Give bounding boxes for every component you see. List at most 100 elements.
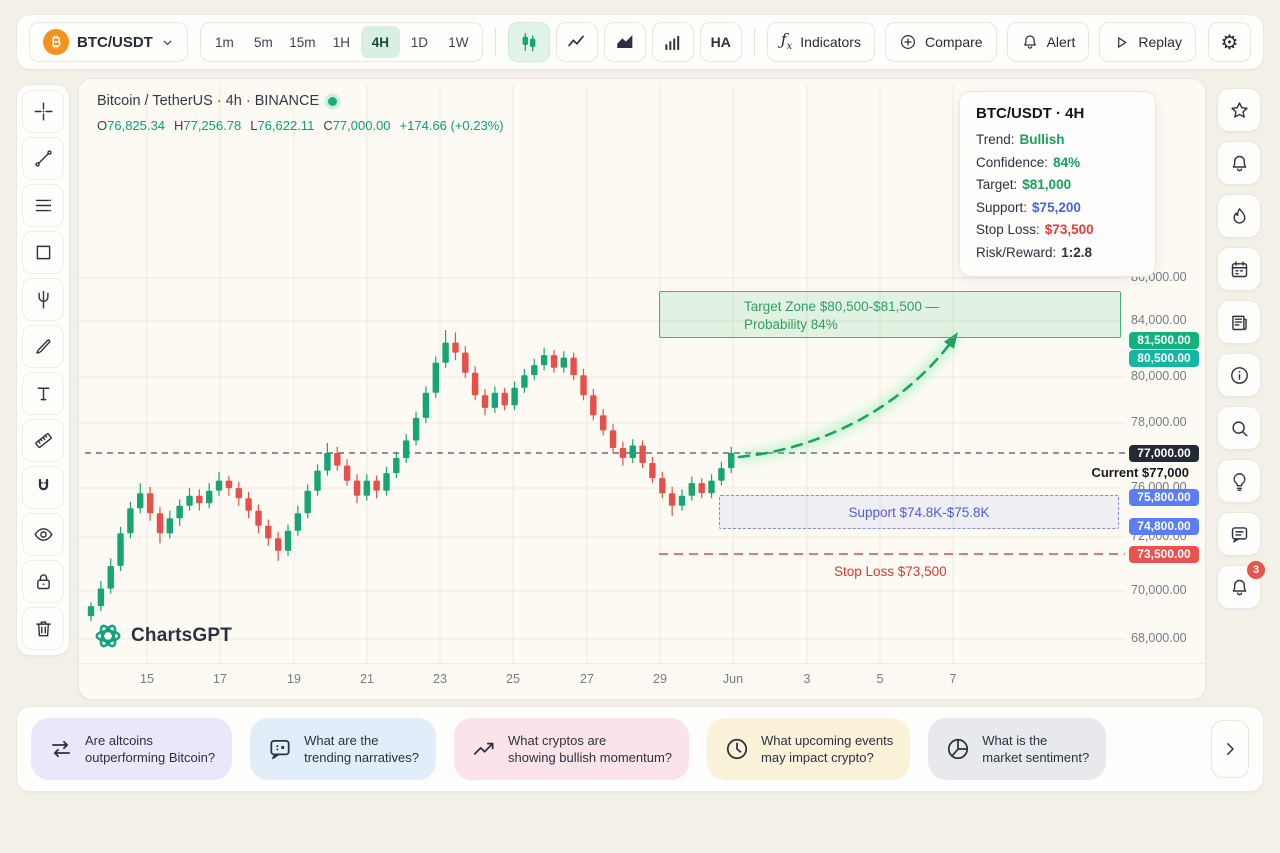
line-chart-icon [566,32,587,53]
lightbulb-icon [1229,471,1250,492]
magnet-tool-button[interactable] [22,466,64,509]
support-zone-label: Support $74.8K-$75.8K [848,504,990,520]
price-tick: 78,000.00 [1131,415,1187,429]
chart-panel: Bitcoin / TetherUS · 4h · BINANCE O76,82… [78,78,1206,700]
text-icon [33,383,54,404]
divider [494,28,496,56]
calendar-icon [1229,259,1250,280]
suggestion-chip-pie-chart[interactable]: What is the market sentiment? [928,718,1107,780]
chart-type-heikin-ashi[interactable]: HA [699,22,742,62]
timeframe-1W[interactable]: 1W [439,26,478,58]
chart-type-bars[interactable] [651,22,694,62]
crosshair-tool-button[interactable] [22,90,64,133]
change-value: +174.66 (+0.23%) [399,118,504,133]
play-icon [1113,34,1130,51]
legend-title: Bitcoin / TetherUS · 4h · BINANCE [97,93,513,109]
timeframe-1D[interactable]: 1D [400,26,439,58]
analysis-row: Target: $81,000 [976,177,1072,192]
area-chart-icon [614,31,636,53]
indicators-button[interactable]: ƒx Indicators [766,22,875,62]
text-tool-button[interactable] [22,372,64,415]
price-tick: 68,000.00 [1131,631,1187,645]
chart-legend: Bitcoin / TetherUS · 4h · BINANCE O76,82… [97,93,513,133]
next-suggestions-button[interactable] [1211,720,1249,778]
time-axis[interactable]: 15 17 19 21 23 25 27 29 Jun 3 5 7 [79,664,1205,699]
chat-sidebar-button[interactable] [1217,512,1261,556]
suggestion-chip-chat-bubble[interactable]: What are the trending narratives? [250,718,436,780]
time-tick: 3 [803,672,811,686]
analysis-title: BTC/USDT · 4H [976,105,1085,122]
time-tick: 17 [213,672,227,686]
chat-bubble-icon [267,736,293,762]
search-sidebar-button[interactable] [1217,406,1261,450]
news-icon [1229,312,1250,333]
projection-arrow [737,335,957,459]
lock-tool-button[interactable] [22,560,64,603]
timeframe-4H[interactable]: 4H [360,26,400,58]
suggestion-text: What upcoming events may impact crypto? [761,733,894,765]
rectangle-tool-button[interactable] [22,231,64,274]
search-icon [1229,418,1250,439]
plus-circle-icon [899,33,917,51]
lock-icon [33,571,54,592]
price-tick: 84,000.00 [1131,313,1187,327]
suggestion-chip-clock[interactable]: What upcoming events may impact crypto? [707,718,911,780]
bell-icon [1229,153,1250,174]
chevron-right-icon [1221,740,1239,758]
stop-loss-label: Stop Loss $73,500 [834,564,947,579]
timeframe-1H[interactable]: 1H [322,26,361,58]
clock-icon [724,736,750,762]
info-sidebar-button[interactable] [1217,353,1261,397]
settings-button[interactable]: ⚙ [1207,22,1252,62]
support-zone-drawing[interactable]: Support $74.8K-$75.8K [719,495,1119,529]
chart-type-line[interactable] [555,22,598,62]
fib-retracement-tool-button[interactable] [22,184,64,227]
alert-button[interactable]: Alert [1006,22,1090,62]
compare-button[interactable]: Compare [884,22,997,62]
timeframe-1m[interactable]: 1m [205,26,244,58]
lightbulb-sidebar-button[interactable] [1217,459,1261,503]
rectangle-icon [33,242,54,263]
chart-type-candles[interactable] [507,22,550,62]
info-icon [1229,365,1250,386]
chart-type-area[interactable] [603,22,646,62]
analysis-row: Confidence: 84% [976,154,1081,170]
eye-tool-button[interactable] [22,513,64,556]
symbol-selector[interactable]: BTC/USDT [29,22,188,62]
target-zone-drawing[interactable]: Target Zone $80,500-$81,500 — Probabilit… [659,291,1121,338]
analysis-row: Support: $75,200 [976,199,1081,215]
price-badge: 81,500.00 [1129,331,1199,349]
flame-sidebar-button[interactable] [1217,194,1261,238]
timeframe-15m[interactable]: 15m [283,26,322,58]
timeframe-5m[interactable]: 5m [244,26,283,58]
star-sidebar-button[interactable] [1217,88,1261,132]
analysis-row: Trend: Bullish [976,132,1065,147]
trash-tool-button[interactable] [22,607,64,650]
notification-badge: 3 [1247,561,1265,579]
price-tick: 80,000.00 [1131,369,1187,383]
gear-icon: ⚙ [1220,31,1239,54]
pitchfork-tool-button[interactable] [22,278,64,321]
brush-tool-button[interactable] [22,325,64,368]
chart-canvas[interactable] [79,79,1205,699]
gridlines [79,85,1125,663]
price-axis[interactable]: 86,000.00 84,000.00 80,000.00 78,000.00 76,0… [1129,79,1205,664]
top-toolbar: BTC/USDT 1m 5m 15m 1H 4H 1D 1W HA ƒx Indicator… [16,14,1264,70]
trash-icon [33,618,54,639]
measure-tool-button[interactable] [22,419,64,462]
high-value: 77,256.78 [183,118,242,133]
time-tick: 5 [876,672,884,686]
calendar-sidebar-button[interactable] [1217,247,1261,291]
time-tick: 29 [653,672,667,686]
replay-button[interactable]: Replay [1099,22,1196,62]
trend-line-tool-button[interactable] [22,137,64,180]
suggestion-chip-swap-arrows[interactable]: Are altcoins outperforming Bitcoin? [31,718,233,780]
notifications-sidebar-button[interactable]: 3 [1217,561,1265,609]
bell-sidebar-button[interactable] [1217,141,1261,185]
price-badge: 75,800.00 [1129,488,1199,506]
time-tick: 25 [506,672,520,686]
news-sidebar-button[interactable] [1217,300,1261,344]
suggestion-chip-trend-up[interactable]: What cryptos are showing bullish momentum… [453,718,690,780]
suggestions-bar: Are altcoins outperforming Bitcoin? What a… [16,706,1264,792]
